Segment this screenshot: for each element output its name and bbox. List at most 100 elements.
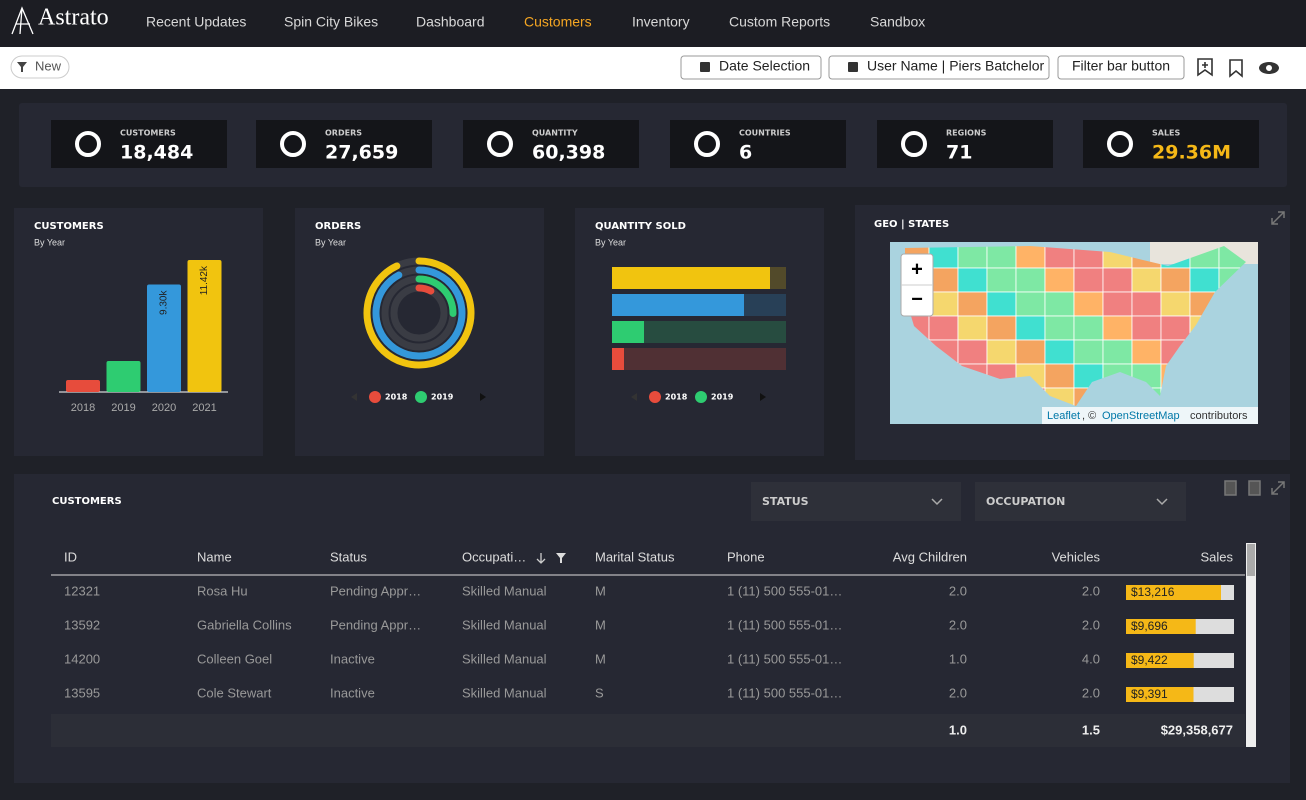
cell: 2.0 <box>1082 685 1100 700</box>
cell: 1 (11) 500 555-01… <box>727 617 842 632</box>
total: 1.5 <box>1082 722 1100 737</box>
state[interactable] <box>1016 316 1045 340</box>
button-label: Filter bar button <box>1072 58 1170 74</box>
zoom-out[interactable]: − <box>911 288 923 310</box>
cell: 2.0 <box>949 583 967 598</box>
kpi-label: SALES <box>1152 129 1181 138</box>
logo: Astrato <box>38 5 109 31</box>
scroll-thumb[interactable] <box>1247 544 1255 576</box>
chart-subtitle: By Year <box>315 237 346 247</box>
state[interactable] <box>987 340 1016 364</box>
chart-subtitle: By Year <box>595 237 626 247</box>
chart-title: CUSTOMERS <box>34 221 104 232</box>
nav-item[interactable]: Recent Updates <box>146 14 246 30</box>
chart-title: ORDERS <box>315 221 361 232</box>
attribution: Leaflet <box>1047 410 1080 422</box>
state[interactable] <box>958 268 987 292</box>
kpi-value: 60,398 <box>532 142 605 164</box>
nav-item[interactable]: Inventory <box>632 14 690 30</box>
state[interactable] <box>1161 316 1190 340</box>
cell: 4.0 <box>1082 651 1100 666</box>
state[interactable] <box>1074 316 1103 340</box>
state[interactable] <box>958 340 987 364</box>
bar <box>107 361 141 392</box>
state[interactable] <box>1103 316 1132 340</box>
cell: 14200 <box>64 651 100 666</box>
state[interactable] <box>987 316 1016 340</box>
sales-label: $9,391 <box>1131 687 1168 701</box>
zoom-in[interactable]: + <box>911 258 923 280</box>
legend-label: 2018 <box>665 393 688 402</box>
table-action[interactable] <box>1225 481 1236 495</box>
state[interactable] <box>1016 268 1045 292</box>
table-action[interactable] <box>1249 481 1260 495</box>
cell: 12321 <box>64 583 100 598</box>
state[interactable] <box>1161 268 1190 292</box>
state[interactable] <box>929 316 958 340</box>
nav-item[interactable]: Spin City Bikes <box>284 14 378 30</box>
totals-row <box>51 714 1245 747</box>
nav-item[interactable]: Dashboard <box>416 14 485 30</box>
state[interactable] <box>1074 340 1103 364</box>
state[interactable] <box>1132 268 1161 292</box>
cell: 13592 <box>64 617 100 632</box>
state[interactable] <box>1045 268 1074 292</box>
x-tick-label: 2021 <box>192 402 216 414</box>
state[interactable] <box>958 244 987 268</box>
legend-label: 2018 <box>385 393 408 402</box>
state[interactable] <box>1074 268 1103 292</box>
state[interactable] <box>1132 340 1161 364</box>
button-label: User Name | Piers Batchelor <box>867 58 1044 74</box>
state[interactable] <box>1045 340 1074 364</box>
cell: Inactive <box>330 651 375 666</box>
cell: 2.0 <box>949 685 967 700</box>
state[interactable] <box>987 268 1016 292</box>
cell: 2.0 <box>949 617 967 632</box>
state[interactable] <box>1132 292 1161 316</box>
state[interactable] <box>1016 292 1045 316</box>
kpi-label: REGIONS <box>946 129 987 138</box>
cell: 1.0 <box>949 651 967 666</box>
state[interactable] <box>1161 292 1190 316</box>
state[interactable] <box>1045 292 1074 316</box>
sales-label: $13,216 <box>1131 585 1175 599</box>
total: 1.0 <box>949 722 967 737</box>
cell: Skilled Manual <box>462 617 547 632</box>
bar-track <box>612 348 786 370</box>
state[interactable] <box>958 316 987 340</box>
state[interactable] <box>1045 364 1074 388</box>
sales-label: $9,422 <box>1131 653 1168 667</box>
cell: 1 (11) 500 555-01… <box>727 651 842 666</box>
cell: 1 (11) 500 555-01… <box>727 583 842 598</box>
state[interactable] <box>1074 292 1103 316</box>
state[interactable] <box>1016 244 1045 268</box>
kpi-label: ORDERS <box>325 129 362 138</box>
column-header: Avg Children <box>893 549 967 564</box>
attribution: contributors <box>1190 410 1248 422</box>
bar <box>612 321 644 343</box>
nav-item[interactable]: Sandbox <box>870 14 925 30</box>
state[interactable] <box>1045 316 1074 340</box>
column-header: Vehicles <box>1052 549 1101 564</box>
cell: Pending Appr… <box>330 583 421 598</box>
state[interactable] <box>1190 268 1219 292</box>
state[interactable] <box>1016 340 1045 364</box>
button-icon <box>700 62 710 72</box>
state[interactable] <box>987 292 1016 316</box>
state[interactable] <box>1103 292 1132 316</box>
cell: Skilled Manual <box>462 583 547 598</box>
column-header: Status <box>330 549 367 564</box>
state[interactable] <box>987 244 1016 268</box>
filter-label: OCCUPATION <box>986 495 1065 508</box>
nav-item[interactable]: Customers <box>524 14 592 30</box>
state[interactable] <box>1103 340 1132 364</box>
legend-swatch <box>415 391 427 403</box>
state[interactable] <box>958 292 987 316</box>
filter-label: STATUS <box>762 495 809 508</box>
cell: M <box>595 651 606 666</box>
value-label: 9.30k <box>159 290 170 315</box>
state[interactable] <box>1132 316 1161 340</box>
state[interactable] <box>1103 268 1132 292</box>
nav-item[interactable]: Custom Reports <box>729 14 830 30</box>
button-label: Date Selection <box>719 58 810 74</box>
